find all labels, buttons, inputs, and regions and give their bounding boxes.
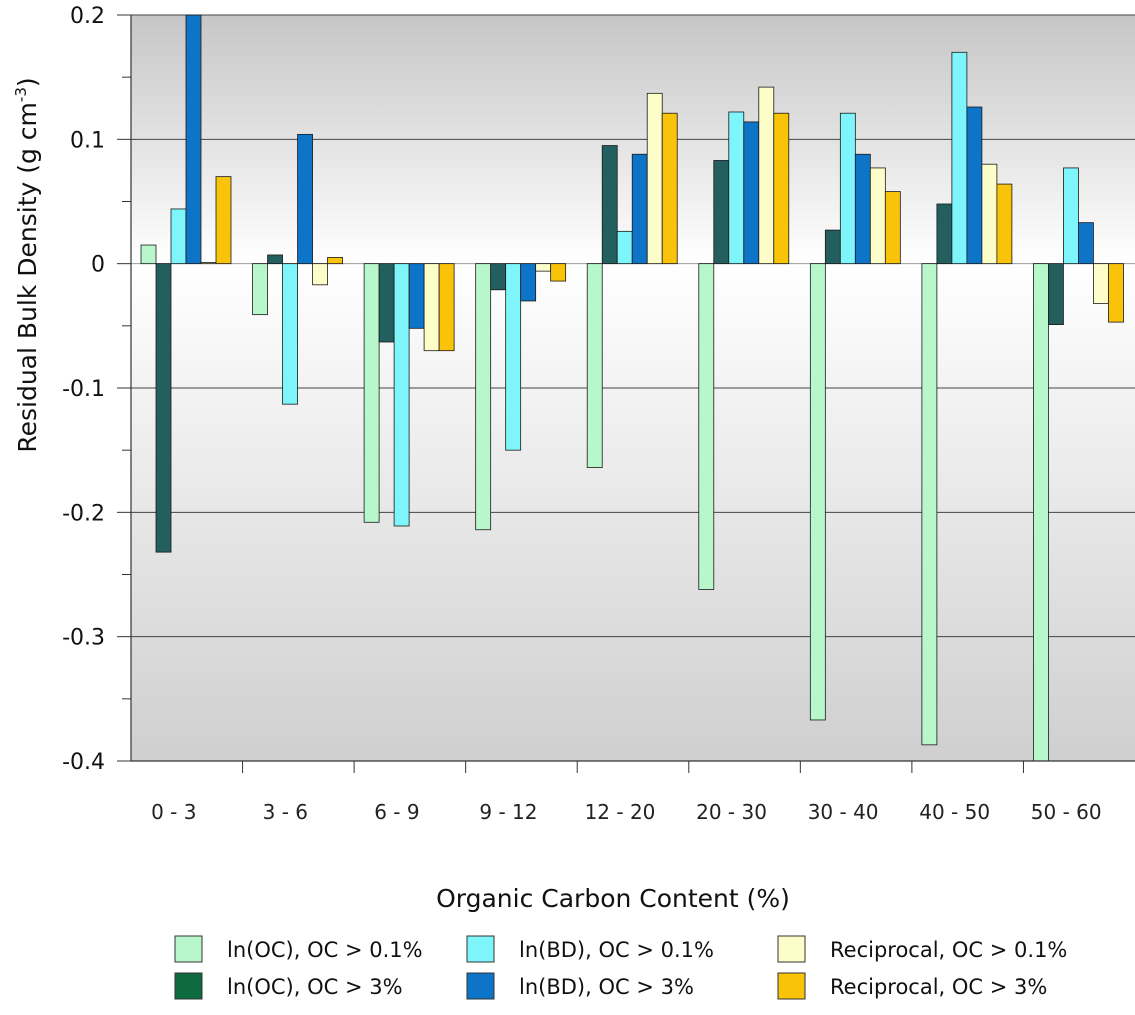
bar-s3-c8: [1078, 222, 1094, 265]
y-tick-label-5: -0.3: [62, 626, 105, 651]
bar-s5-c5: [773, 112, 790, 265]
bar-s5-c4: [661, 112, 678, 265]
x-axis-title: Organic Carbon Content (%): [436, 884, 790, 913]
y-axis-title-suffix: ): [13, 77, 42, 87]
bar-s0-c1: [252, 263, 268, 316]
bar-s5-c6: [884, 191, 901, 265]
bar-s5-c0: [215, 176, 232, 265]
bar-s1-c0: [155, 263, 172, 553]
bar-s0-c7: [921, 263, 938, 746]
y-tick-label-1: 0.1: [70, 128, 105, 153]
legend: ln(OC), OC > 0.1% ln(BD), OC > 0.1% Recipr…: [174, 935, 1067, 1000]
bar-s4-c2: [423, 263, 440, 352]
bar-s4-c5: [758, 86, 775, 265]
legend-label-0: ln(OC), OC > 0.1%: [227, 938, 423, 962]
legend-label-5: Reciprocal, OC > 3%: [830, 975, 1047, 999]
y-axis-title: Residual Bulk Density (g cm-3): [12, 77, 42, 452]
x-category-label-1: 3 - 6: [263, 800, 308, 824]
bar-s4-c8: [1093, 263, 1109, 304]
legend-swatch-4: [777, 935, 806, 963]
legend-swatch-0: [174, 935, 203, 963]
bar-s1-c1: [267, 254, 283, 265]
y-axis-title-main: Residual Bulk Density (g cm: [13, 102, 42, 453]
bar-s4-c1: [312, 263, 328, 286]
bar-s2-c5: [728, 111, 745, 265]
bar-s2-c6: [839, 112, 856, 265]
bars: [140, 14, 1124, 762]
x-category-label-3: 9 - 12: [479, 800, 537, 824]
bar-s5-c7: [996, 183, 1013, 265]
bar-s3-c5: [743, 121, 760, 265]
bar-s0-c8: [1033, 263, 1049, 762]
bar-s1-c3: [490, 263, 507, 291]
bar-s2-c2: [393, 263, 410, 527]
x-category-labels: 0 - 3 3 - 6 6 - 9 9 - 12 12 - 20 20 - 30 30 - …: [151, 800, 1102, 824]
bar-s1-c5: [713, 160, 730, 265]
y-tick-label-6: -0.4: [62, 750, 105, 775]
bar-s1-c2: [378, 263, 395, 343]
bar-s4-c0: [200, 262, 217, 265]
bar-s4-c4: [646, 92, 663, 265]
legend-swatch-3: [466, 972, 495, 1000]
bar-s2-c4: [616, 230, 633, 265]
bar-s3-c1: [297, 133, 313, 265]
x-category-label-8: 50 - 60: [1031, 800, 1102, 824]
bar-s3-c0: [185, 14, 202, 265]
bar-s3-c3: [520, 263, 537, 302]
legend-swatch-1: [174, 972, 203, 1000]
bar-s0-c2: [363, 263, 380, 523]
x-category-label-7: 40 - 50: [919, 800, 990, 824]
bar-s3-c2: [408, 263, 425, 329]
bar-s1-c8: [1048, 263, 1064, 325]
legend-label-4: Reciprocal, OC > 0.1%: [830, 938, 1067, 962]
legend-label-3: ln(BD), OC > 3%: [519, 975, 694, 999]
bar-s2-c8: [1063, 167, 1079, 265]
legend-label-1: ln(OC), OC > 3%: [227, 975, 403, 999]
bar-s5-c8: [1108, 263, 1124, 323]
bar-s0-c5: [698, 263, 715, 590]
axes: [117, 14, 1135, 773]
bar-s1-c7: [936, 203, 953, 265]
bar-s2-c0: [170, 208, 187, 265]
bar-s3-c7: [966, 106, 983, 265]
bar-s4-c7: [981, 163, 998, 265]
bar-s5-c1: [327, 257, 343, 265]
x-category-label-5: 20 - 30: [696, 800, 767, 824]
x-category-label-6: 30 - 40: [808, 800, 879, 824]
bar-s4-c3: [535, 263, 552, 272]
bar-s0-c3: [475, 263, 492, 531]
bar-s5-c3: [550, 263, 567, 282]
y-tick-label-0: 0.2: [70, 4, 105, 29]
bar-s2-c1: [282, 263, 298, 405]
x-category-label-4: 12 - 20: [585, 800, 656, 824]
bar-s2-c7: [951, 51, 968, 265]
bar-s4-c6: [869, 167, 886, 265]
legend-label-2: ln(BD), OC > 0.1%: [519, 938, 714, 962]
bar-s1-c6: [824, 229, 841, 265]
bar-s1-c4: [601, 145, 618, 265]
bar-s0-c0: [140, 244, 157, 265]
bar-s0-c6: [809, 263, 826, 721]
y-tick-label-2: 0: [91, 253, 105, 278]
y-tick-label-4: -0.2: [62, 501, 105, 526]
legend-swatch-2: [466, 935, 495, 963]
x-category-label-0: 0 - 3: [151, 800, 196, 824]
y-tick-labels: 0.2 0.1 0 -0.1 -0.2 -0.3 -0.4: [62, 4, 105, 775]
y-tick-label-3: -0.1: [62, 377, 105, 402]
bar-s3-c6: [854, 153, 871, 265]
bar-s0-c4: [586, 263, 603, 468]
y-axis-title-superscript: -3: [12, 87, 30, 102]
bar-s2-c3: [505, 263, 522, 451]
bar-s5-c2: [438, 263, 455, 352]
bar-s3-c4: [631, 153, 648, 265]
x-category-label-2: 6 - 9: [374, 800, 419, 824]
legend-swatch-5: [777, 972, 806, 1000]
